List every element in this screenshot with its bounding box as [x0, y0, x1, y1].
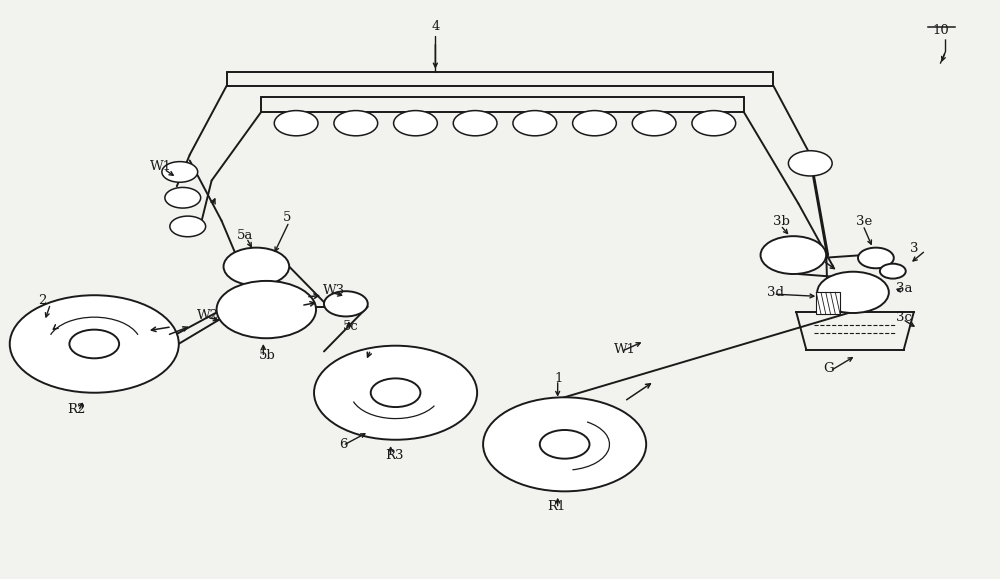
Circle shape: [314, 346, 477, 439]
Circle shape: [513, 111, 557, 136]
Text: 6: 6: [339, 438, 347, 451]
Text: 3: 3: [910, 241, 918, 255]
Text: 3a: 3a: [896, 282, 912, 295]
Circle shape: [761, 236, 826, 274]
Circle shape: [274, 111, 318, 136]
Circle shape: [483, 397, 646, 492]
Circle shape: [69, 329, 119, 358]
Bar: [816, 292, 840, 314]
Text: 4: 4: [431, 20, 440, 34]
Circle shape: [224, 248, 289, 285]
Circle shape: [162, 162, 198, 182]
Circle shape: [217, 281, 316, 338]
Circle shape: [170, 216, 206, 237]
Text: R2: R2: [67, 404, 86, 416]
Text: 3d: 3d: [767, 286, 784, 299]
Text: 5b: 5b: [259, 349, 276, 362]
Text: 3e: 3e: [856, 215, 872, 228]
Circle shape: [540, 430, 590, 459]
Circle shape: [880, 263, 906, 278]
Circle shape: [573, 111, 616, 136]
Text: 2: 2: [39, 295, 47, 307]
Text: 10: 10: [933, 24, 949, 37]
Text: 5a: 5a: [236, 229, 253, 241]
Text: W3: W3: [323, 284, 345, 297]
Text: 5c: 5c: [343, 320, 359, 334]
Text: 5: 5: [283, 211, 292, 224]
Text: 3b: 3b: [773, 215, 790, 228]
Circle shape: [371, 379, 420, 407]
Text: R1: R1: [548, 500, 566, 513]
Circle shape: [632, 111, 676, 136]
Circle shape: [324, 291, 368, 317]
Circle shape: [394, 111, 437, 136]
Circle shape: [10, 295, 179, 393]
Text: W1: W1: [614, 343, 636, 356]
Circle shape: [692, 111, 736, 136]
Text: W2: W2: [197, 309, 219, 322]
Text: 1: 1: [555, 372, 563, 385]
Circle shape: [165, 188, 201, 208]
Text: R3: R3: [386, 449, 404, 462]
Circle shape: [453, 111, 497, 136]
Circle shape: [858, 248, 894, 268]
Text: W1: W1: [150, 160, 172, 173]
Circle shape: [334, 111, 378, 136]
Text: 3c: 3c: [896, 310, 912, 324]
Text: G: G: [823, 362, 834, 375]
Circle shape: [788, 151, 832, 176]
Circle shape: [817, 272, 889, 313]
